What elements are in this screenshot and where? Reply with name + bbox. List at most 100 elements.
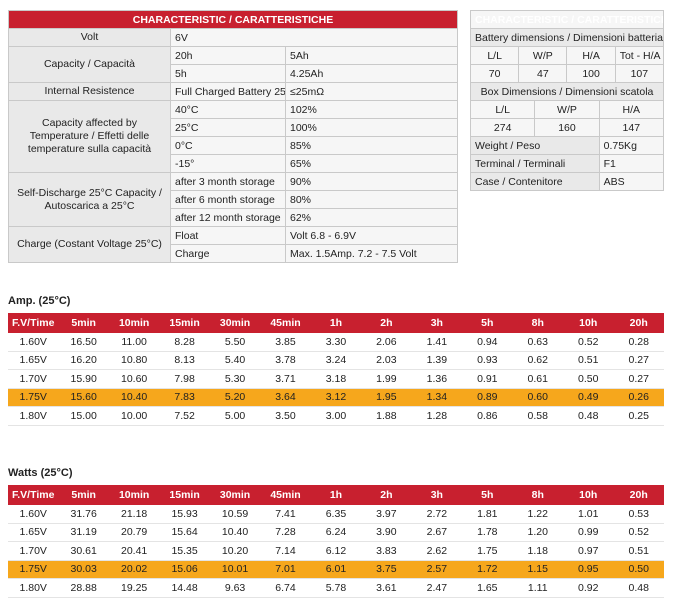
row: after 12 month storage 62% <box>9 208 458 227</box>
cell: 0.51 <box>613 541 664 561</box>
cell: 1.34 <box>411 388 463 407</box>
cell: 1.75 <box>462 541 513 561</box>
cell: 7.83 <box>159 388 210 407</box>
cell: 3.61 <box>361 578 412 598</box>
row: 1.65V 16.20 10.80 8.13 5.40 3.78 3.24 2.03 1.39 0… <box>8 351 664 370</box>
cell: 3.75 <box>361 560 412 579</box>
cell: 274 <box>469 118 536 137</box>
cell: 1.88 <box>361 406 412 426</box>
cell: after 3 month storage <box>170 172 286 191</box>
cell: 1.65V <box>8 523 59 542</box>
cell: 1.20 <box>512 523 563 542</box>
cell: 1.70V <box>8 541 59 561</box>
cell: 0.89 <box>462 388 513 407</box>
cell: 80% <box>285 190 458 209</box>
cell: 15.60 <box>58 388 109 407</box>
cell: 5.50 <box>209 333 261 352</box>
cell: 7.14 <box>260 541 311 561</box>
column-header: 45min <box>270 317 301 329</box>
row-label: Internal Resistence <box>8 82 171 101</box>
cell: 0.91 <box>462 369 513 389</box>
cell: 5.78 <box>310 578 362 598</box>
cell: L/L <box>469 100 536 119</box>
section-title: Battery dimensions / Dimensioni batteria <box>470 28 664 47</box>
cell: 2.57 <box>411 560 463 579</box>
column-header: F.V/Time <box>12 489 55 501</box>
row: 1.80V 15.00 10.00 7.52 5.00 3.50 3.00 1.88 1.28 0… <box>8 406 664 426</box>
cell: 1.75V <box>8 560 59 579</box>
column-header: 3h <box>430 317 443 329</box>
cell: 0.53 <box>613 505 664 524</box>
cell: 7.28 <box>260 523 311 542</box>
cell: 3.30 <box>310 333 362 352</box>
row: Capacity / Capacità 20h 5Ah <box>8 46 458 83</box>
cell: 3.12 <box>310 388 362 407</box>
headers-row: L/L W/P H/A Tot - H/A <box>469 46 665 65</box>
cell: 70 <box>469 64 520 83</box>
cell: 3.83 <box>361 541 412 561</box>
cell: 100% <box>285 118 458 137</box>
amp-table: F.V/Time 5min 10min 15min 30min 45min 1h 2h 3h 5h… <box>8 313 664 426</box>
cell: 0.58 <box>512 406 563 426</box>
cell: 1.01 <box>562 505 614 524</box>
cell: Full Charged Battery 25°C <box>170 82 286 101</box>
cell: 15.06 <box>159 560 210 579</box>
cell: 0.50 <box>613 560 664 579</box>
cell: 0.97 <box>562 541 614 561</box>
cell: 1.78 <box>462 523 513 542</box>
cell: H/A <box>598 100 665 119</box>
cell: 102% <box>285 100 458 119</box>
cell: 0.52 <box>562 333 614 352</box>
cell: 0.94 <box>462 333 513 352</box>
column-header: 1h <box>329 489 343 501</box>
cell: 2.62 <box>411 541 463 561</box>
section-title: Box Dimensions / Dimensioni scatola <box>470 82 664 101</box>
watts-table: F.V/Time 5min 10min 15min 30min 45min 1h 2h 3h 5h… <box>8 485 664 598</box>
column-header: 5min <box>71 489 96 501</box>
cell: 1.22 <box>512 505 563 524</box>
cell: 15.00 <box>58 406 109 426</box>
cell: ≤25mΩ <box>285 82 458 101</box>
amp-title: Amp. (25°C) <box>8 295 71 307</box>
cell: 1.72 <box>462 560 513 579</box>
cell: 8.13 <box>159 351 210 370</box>
cell: 0.50 <box>562 369 614 389</box>
row: Charge Max. 1.5Amp. 7.2 - 7.5 Volt <box>9 244 458 263</box>
cell: 1.80V <box>8 578 59 598</box>
cell: Float <box>170 226 286 245</box>
column-header: 8h <box>531 489 544 501</box>
cell: 2.47 <box>411 578 463 598</box>
row-label: Terminal / Terminali <box>470 154 600 173</box>
cell: 1.99 <box>361 369 412 389</box>
column-header: 10min <box>118 489 150 501</box>
section-row: Box Dimensions / Dimensioni scatola <box>470 82 664 101</box>
cell: 1.80V <box>8 406 59 426</box>
row: 1.80V 28.88 19.25 14.48 9.63 6.74 5.78 3.61 2.47… <box>8 578 664 598</box>
cell: 2.03 <box>361 351 412 370</box>
row: Capacity affected by Temperature / Effet… <box>8 100 458 173</box>
cell: 8.28 <box>159 333 210 352</box>
dimensions-table: CHARACTERISTIC / CARATTERISTICHE Battery … <box>469 10 665 191</box>
row: Terminal / Terminali F1 <box>470 154 665 173</box>
column-header: 1h <box>329 317 343 329</box>
cell: 0.52 <box>613 523 664 542</box>
row-label: Capacity affected by Temperature / Effet… <box>8 100 171 173</box>
cell: 0.27 <box>613 351 664 370</box>
cell: 21.18 <box>108 505 160 524</box>
cell: 47 <box>518 64 568 83</box>
cell: 7.41 <box>260 505 311 524</box>
cell: ABS <box>598 172 665 191</box>
cell: 7.52 <box>159 406 210 426</box>
cell: W/P <box>518 46 568 65</box>
cell: 6.74 <box>260 578 311 598</box>
cell: 10.00 <box>108 406 160 426</box>
header-row: CHARACTERISTIC / CARATTERISTICHE <box>8 10 458 29</box>
row-label: Weight / Peso <box>470 136 600 155</box>
cell: 107 <box>614 64 665 83</box>
cell: 1.75V <box>8 388 59 407</box>
cell: 0.99 <box>562 523 614 542</box>
row-label: Charge (Costant Voltage 25°C) <box>8 226 171 263</box>
column-header: 10min <box>118 317 150 329</box>
column-header: 30min <box>219 317 251 329</box>
cell: 3.00 <box>310 406 362 426</box>
